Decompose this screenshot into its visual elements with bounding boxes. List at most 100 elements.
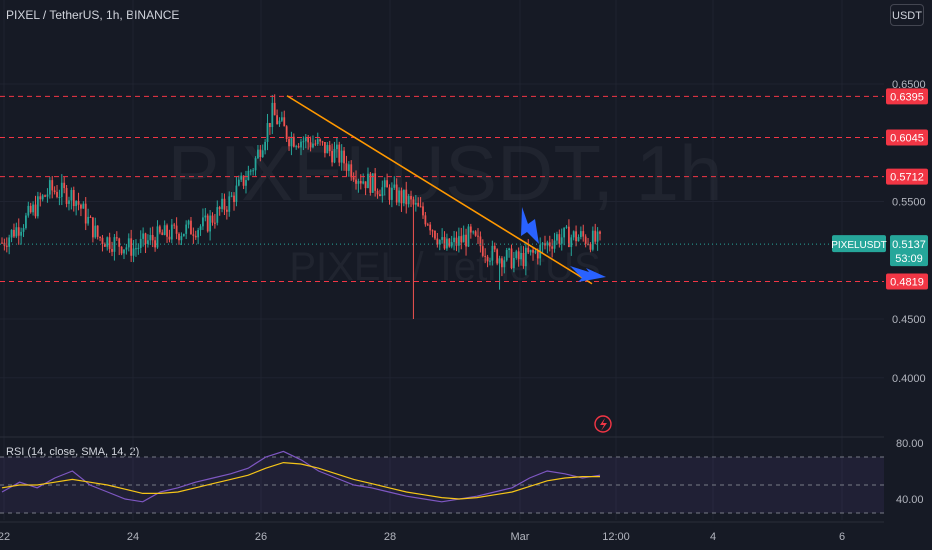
candle-body: [99, 236, 101, 238]
level-label: 0.6045: [890, 132, 924, 144]
candle-body: [39, 196, 42, 200]
candle-body: [1, 242, 3, 244]
candle-body: [161, 232, 164, 235]
candle-body: [58, 196, 61, 198]
candle-body: [429, 224, 432, 231]
candle-body: [474, 231, 477, 236]
rsi-line: [1, 450, 601, 503]
candle-body: [594, 230, 597, 242]
candle-body: [46, 194, 49, 197]
candle-body: [532, 249, 534, 253]
candle-body: [441, 237, 444, 240]
lightning-bolt: [600, 418, 607, 431]
candle-body: [142, 233, 145, 239]
candle-body: [369, 173, 372, 193]
candle-body: [252, 170, 255, 172]
candle-body: [398, 190, 400, 203]
candle-body: [364, 181, 367, 189]
candle-body: [402, 189, 405, 204]
candle-body: [228, 196, 231, 212]
symbol-label-bg: [832, 235, 886, 253]
candle-body: [68, 200, 70, 204]
candle-body: [254, 158, 257, 171]
watermark-symbol: PIXELUSDT, 1h: [168, 129, 723, 217]
candle-body: [194, 235, 197, 238]
y-tick-label: 0.4000: [892, 373, 926, 385]
candle-body: [72, 190, 75, 207]
candle-body: [304, 137, 307, 142]
candle-body: [503, 260, 506, 268]
candle-body: [218, 207, 221, 210]
candle-body: [206, 215, 209, 232]
candle-body: [340, 150, 343, 163]
candle-body: [345, 163, 348, 171]
candle-body: [374, 173, 377, 191]
candle-body: [247, 170, 250, 181]
candle-body: [393, 184, 396, 188]
candle-body: [56, 191, 58, 198]
candle-body: [34, 204, 37, 217]
candle-body: [512, 257, 515, 269]
candle-body: [113, 237, 116, 252]
x-tick-label: 4: [710, 531, 716, 543]
candle-body: [120, 246, 123, 254]
candle-body: [579, 231, 582, 238]
candle-body: [582, 231, 585, 237]
candle-body: [335, 144, 338, 150]
candle-body: [321, 141, 324, 143]
x-tick-label: 12:00: [602, 531, 630, 543]
candle-body: [481, 246, 484, 256]
candle-body: [60, 182, 63, 197]
candle-body: [149, 234, 152, 241]
candle-body: [417, 202, 420, 207]
candle-body: [489, 260, 491, 262]
candle-body: [309, 142, 312, 148]
candle-body: [202, 217, 204, 227]
candle-body: [453, 237, 455, 243]
candle-body: [53, 190, 56, 192]
candle-body: [225, 209, 228, 212]
candle-body: [123, 249, 125, 254]
candle-body: [94, 225, 97, 238]
x-tick-label: Mar: [511, 531, 530, 543]
candle-body: [534, 251, 537, 253]
candle-body: [77, 200, 80, 205]
candle-body: [300, 141, 302, 148]
candle-body: [438, 239, 441, 245]
candle-body: [517, 251, 520, 260]
candle-body: [390, 187, 393, 200]
candle-body: [462, 234, 465, 243]
candle-body: [144, 233, 147, 244]
candle-body: [379, 194, 381, 197]
level-label-bg: [886, 168, 928, 185]
candle-body: [359, 180, 362, 184]
candle-body: [568, 226, 570, 248]
candle-body: [355, 179, 357, 184]
candle-body: [235, 185, 238, 203]
candle-body: [328, 145, 331, 152]
candle-body: [51, 180, 54, 191]
candle-body: [460, 236, 463, 243]
candle-body: [185, 224, 188, 234]
candle-body: [249, 170, 252, 172]
candle-body: [446, 238, 448, 249]
x-tick-label: 28: [384, 531, 396, 543]
candle-body: [326, 145, 329, 154]
candle-body: [48, 180, 51, 195]
candle-body: [84, 203, 87, 224]
candle-body: [106, 237, 109, 247]
candle-body: [443, 237, 446, 249]
candle-body: [242, 175, 245, 186]
candle-body: [178, 233, 180, 241]
candle-body: [111, 248, 113, 252]
candle-body: [501, 258, 503, 268]
candle-body: [565, 226, 568, 228]
candle-body: [484, 255, 487, 257]
candle-body: [27, 205, 30, 216]
candle-body: [230, 195, 233, 197]
candle-body: [546, 242, 549, 246]
candle-body: [536, 251, 539, 259]
candle-body: [410, 195, 412, 200]
currency-button[interactable]: USDT: [890, 4, 924, 26]
